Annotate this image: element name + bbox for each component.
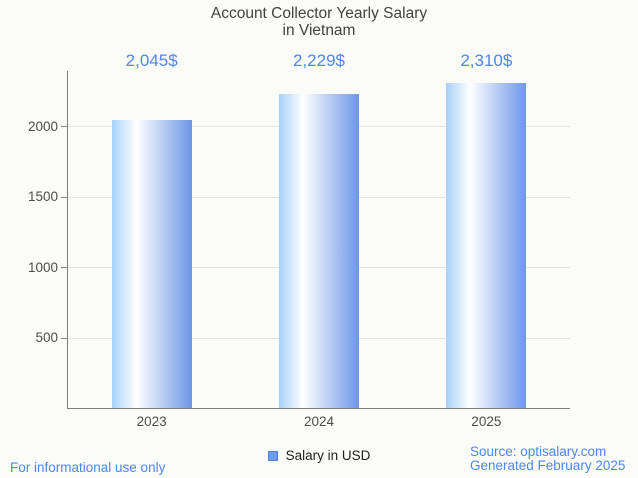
- bar: [279, 94, 359, 408]
- legend-swatch-icon: [267, 450, 278, 461]
- chart-title-line1: Account Collector Yearly Salary: [210, 5, 428, 22]
- source-block: Source: optisalary.com Generated Februar…: [470, 445, 625, 473]
- x-axis-label: 2024: [303, 414, 335, 429]
- chart-title: Account Collector Yearly Salary in Vietn…: [0, 5, 638, 39]
- legend-label: Salary in USD: [285, 448, 371, 463]
- y-axis-label: 1000: [27, 259, 58, 275]
- y-tick: [61, 267, 67, 269]
- y-tick: [61, 337, 67, 339]
- source-link[interactable]: Source: optisalary.com: [470, 444, 607, 459]
- y-tick: [61, 126, 67, 128]
- x-axis-line: [67, 408, 570, 409]
- value-label: 2,310$: [460, 51, 513, 70]
- value-label: 2,045$: [125, 51, 178, 70]
- y-axis-label: 500: [35, 330, 58, 346]
- y-tick: [61, 196, 67, 198]
- bar: [446, 82, 527, 408]
- disclaimer-text: For informational use only: [10, 460, 166, 475]
- y-axis-label: 1500: [27, 189, 58, 205]
- x-axis-label: 2025: [471, 414, 502, 429]
- y-axis-label: 2000: [27, 118, 58, 134]
- legend: Salary in USD: [0, 448, 638, 463]
- x-axis-label: 2023: [136, 414, 167, 429]
- bar: [111, 120, 192, 408]
- plot-area: 500 1000 1500 2000 2023 2024 2025: [28, 71, 570, 429]
- y-axis-line: [67, 71, 68, 408]
- chart-title-line2: in Vietnam: [282, 22, 356, 39]
- value-label: 2,229$: [293, 51, 345, 70]
- generated-text: Generated February 2025: [470, 458, 626, 473]
